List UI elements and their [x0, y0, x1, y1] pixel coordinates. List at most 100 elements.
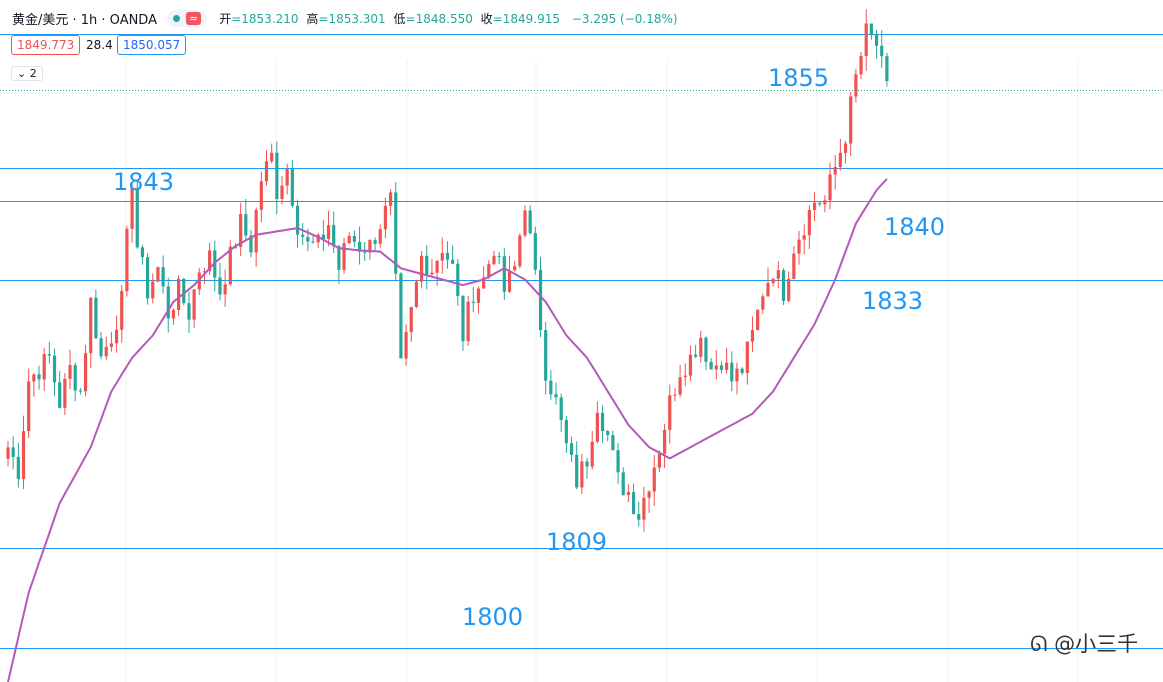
- candle: [388, 189, 393, 216]
- candle: [275, 141, 279, 215]
- indicator-collapse-toggle[interactable]: ⌄ 2: [11, 66, 43, 81]
- candle: [280, 176, 284, 205]
- moving-average-series: [7, 178, 888, 682]
- candle: [244, 199, 248, 240]
- candle: [259, 171, 263, 223]
- ask-price-box[interactable]: 1850.057: [117, 35, 187, 55]
- candle: [575, 441, 579, 490]
- candle: [482, 266, 486, 289]
- candle: [859, 52, 863, 80]
- symbol-title[interactable]: 黄金/美元 · 1h · OANDA: [12, 13, 157, 28]
- candlestick-series: [6, 9, 889, 532]
- candle: [880, 30, 884, 69]
- candle: [58, 371, 62, 409]
- candle: [451, 245, 455, 265]
- candle: [668, 384, 672, 444]
- candle: [120, 284, 124, 343]
- candle: [326, 210, 331, 247]
- status-pill[interactable]: ≈: [166, 10, 208, 27]
- candle: [606, 430, 610, 442]
- candle: [37, 365, 41, 390]
- candle: [301, 223, 305, 246]
- candle: [725, 347, 729, 374]
- candle: [523, 205, 527, 238]
- candle: [833, 154, 837, 190]
- candle: [239, 202, 243, 257]
- candle: [89, 297, 93, 369]
- candle: [357, 226, 362, 265]
- candle: [740, 367, 744, 376]
- change-value: −3.295 (−0.18%): [571, 12, 678, 26]
- high-label: 高: [306, 12, 319, 26]
- candle: [544, 321, 548, 395]
- candle: [197, 268, 201, 295]
- candle: [456, 258, 460, 306]
- candle: [699, 330, 703, 363]
- candle: [409, 306, 413, 342]
- candle: [507, 255, 512, 294]
- candle: [497, 252, 501, 265]
- candle: [270, 143, 274, 164]
- candle: [78, 387, 82, 395]
- ohlc-readout: 开=1853.210 高=1853.301 低=1848.550 收=1849.…: [219, 10, 677, 27]
- candle: [192, 289, 196, 329]
- candle: [611, 430, 615, 451]
- candle: [94, 289, 98, 339]
- watermark: ᘏ @小三千: [1030, 628, 1138, 658]
- spread-value: 28.4: [86, 38, 113, 52]
- candle: [471, 286, 475, 313]
- candle: [781, 268, 786, 305]
- candle: [347, 232, 351, 245]
- indicator-count: 2: [29, 67, 37, 80]
- candle: [549, 370, 553, 400]
- candle: [750, 316, 755, 352]
- candle: [404, 324, 408, 366]
- level-label-1840: 1840: [884, 213, 946, 241]
- candle: [420, 251, 424, 289]
- bid-price-box[interactable]: 1849.773: [11, 35, 81, 55]
- candle: [166, 277, 170, 333]
- candle: [647, 490, 651, 513]
- candle: [631, 483, 636, 515]
- candle: [394, 182, 398, 282]
- candle: [642, 486, 646, 532]
- candle: [218, 262, 222, 301]
- grid-lines: [125, 60, 1079, 682]
- candle: [156, 266, 160, 283]
- candle: [73, 362, 77, 402]
- close-label: 收: [480, 12, 493, 26]
- candle: [802, 224, 806, 255]
- candle: [135, 179, 139, 249]
- candle: [295, 199, 300, 248]
- candle: [652, 455, 656, 507]
- candle: [425, 245, 429, 290]
- candle: [352, 230, 356, 248]
- candle: [368, 239, 372, 260]
- candle: [182, 278, 186, 306]
- watermark-text: @小三千: [1054, 632, 1139, 656]
- candle: [874, 29, 879, 59]
- candle: [683, 363, 687, 387]
- candle: [228, 240, 232, 286]
- candle: [492, 250, 496, 266]
- candle: [177, 275, 181, 317]
- candle: [595, 401, 599, 444]
- chevron-down-icon: ⌄: [17, 67, 27, 80]
- candle: [528, 205, 532, 235]
- level-label-1855: 1855: [768, 64, 830, 92]
- level-label-1833: 1833: [862, 287, 924, 315]
- open-value: =1853.210: [231, 12, 299, 26]
- candle: [383, 197, 388, 239]
- candle: [285, 163, 289, 195]
- level-label-1843: 1843: [113, 168, 175, 196]
- candle: [590, 430, 594, 470]
- candle: [518, 233, 522, 269]
- candle: [621, 467, 625, 496]
- candle: [202, 267, 207, 284]
- candle: [662, 423, 667, 469]
- candle: [68, 349, 72, 390]
- candle: [735, 362, 739, 395]
- level-label-1809: 1809: [546, 528, 608, 556]
- open-label: 开: [219, 12, 232, 26]
